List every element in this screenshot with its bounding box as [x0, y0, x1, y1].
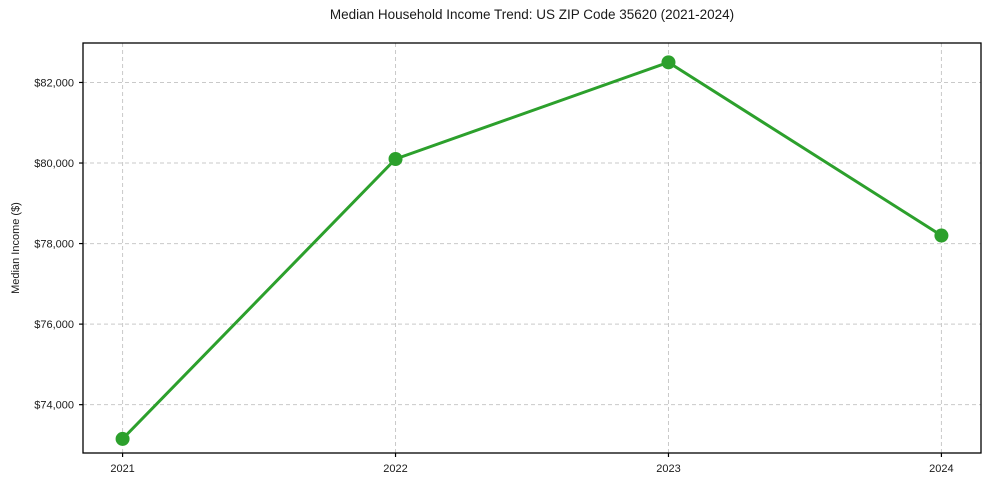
x-tick-label: 2022 — [383, 463, 407, 475]
data-point-marker — [388, 151, 403, 166]
chart-title: Median Household Income Trend: US ZIP Co… — [329, 7, 735, 22]
y-tick-label: $82,000 — [34, 77, 74, 89]
y-tick-label: $76,000 — [34, 319, 74, 331]
x-tick-label: 2023 — [656, 463, 680, 475]
data-point-marker — [661, 55, 676, 70]
y-tick-label: $74,000 — [34, 400, 74, 412]
data-point-marker — [115, 431, 130, 446]
plot-border — [82, 42, 982, 454]
x-tick-label: 2021 — [110, 463, 134, 475]
y-tick-label: $78,000 — [34, 239, 74, 251]
x-tick-label: 2024 — [929, 463, 953, 475]
trend-line — [121, 60, 943, 441]
y-tick-label: $80,000 — [34, 158, 74, 170]
data-point-marker — [934, 228, 949, 243]
